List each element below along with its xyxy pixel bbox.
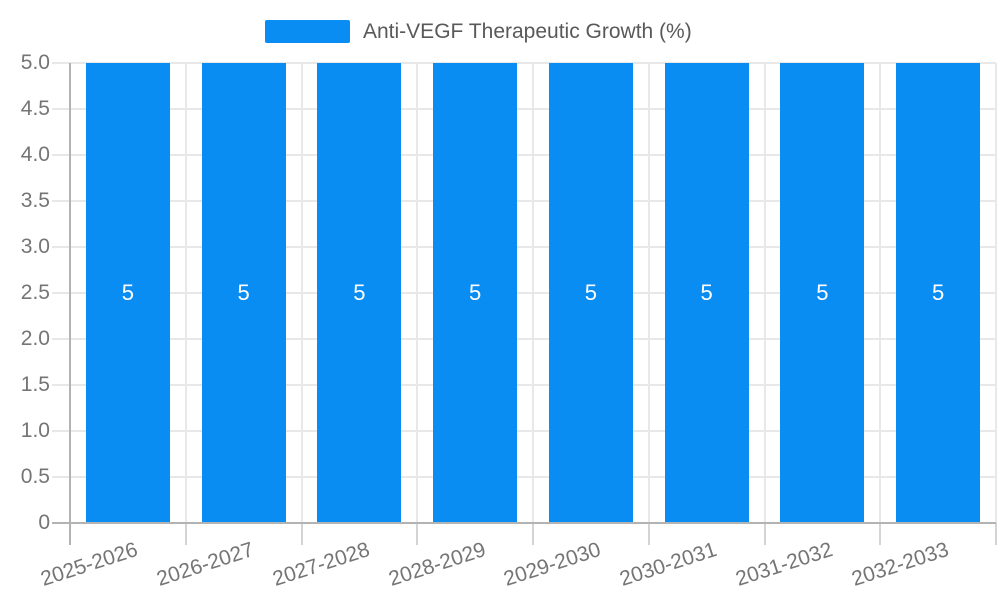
x-gridline	[763, 63, 766, 523]
x-axis-tick	[300, 523, 303, 545]
y-axis-tick-label: 3.5	[20, 189, 50, 212]
y-gridline	[52, 108, 996, 110]
bar[interactable]	[896, 63, 981, 523]
x-gridline	[184, 63, 187, 523]
bar[interactable]	[780, 63, 865, 523]
y-axis-tick-label: 0.5	[20, 465, 50, 488]
x-axis-tick	[995, 523, 997, 545]
y-axis-tick-label: 2.5	[20, 281, 50, 304]
x-axis-tick	[647, 523, 650, 545]
bar-value-label: 5	[816, 280, 829, 305]
bar[interactable]	[85, 63, 170, 523]
bar[interactable]	[433, 63, 518, 523]
y-gridline	[52, 476, 996, 478]
x-gridline	[647, 63, 650, 523]
y-axis-tick-label: 1.5	[20, 373, 50, 396]
y-axis-tick-label: 3.0	[20, 235, 50, 258]
legend-swatch-icon	[265, 20, 350, 43]
y-gridline	[52, 430, 996, 432]
bar-value-label: 5	[237, 280, 250, 305]
bar-value-label: 5	[932, 280, 945, 305]
y-gridline	[52, 246, 996, 248]
x-axis-tick	[184, 523, 187, 545]
x-axis-line	[52, 522, 996, 524]
x-axis-tick-label: 2032-2033	[848, 538, 952, 591]
x-gridline	[879, 63, 882, 523]
y-gridline	[52, 200, 996, 202]
x-axis-tick-label: 2031-2032	[732, 538, 836, 591]
y-gridline	[52, 154, 996, 156]
x-gridline	[532, 63, 534, 523]
x-gridline	[995, 63, 997, 523]
bar-value-label: 5	[700, 280, 713, 305]
y-axis-tick-label: 2.0	[20, 327, 50, 350]
bar[interactable]	[548, 63, 633, 523]
x-axis-tick	[763, 523, 766, 545]
x-gridline	[300, 63, 303, 523]
x-axis-tick	[532, 523, 534, 545]
legend-item[interactable]: Anti-VEGF Therapeutic Growth (%)	[265, 20, 692, 43]
x-gridline	[416, 63, 419, 523]
x-axis-tick-label: 2028-2029	[385, 538, 489, 591]
bar-value-label: 5	[121, 280, 134, 305]
bar[interactable]	[317, 63, 402, 523]
y-axis-tick-label: 0	[38, 511, 50, 534]
bar-value-label: 5	[469, 280, 482, 305]
y-axis-tick-label: 4.5	[20, 97, 50, 120]
bar[interactable]	[201, 63, 286, 523]
y-axis-tick-label: 1.0	[20, 419, 50, 442]
y-axis-tick-label: 4.0	[20, 143, 50, 166]
bar[interactable]	[664, 63, 749, 523]
x-axis-tick-label: 2029-2030	[501, 538, 604, 591]
y-axis-tick-label: 5.0	[20, 51, 50, 74]
x-axis-tick-label: 2030-2031	[617, 538, 720, 591]
bar-value-label: 5	[353, 280, 366, 305]
x-axis-tick	[879, 523, 882, 545]
x-axis-tick-label: 2026-2027	[154, 538, 257, 591]
y-gridline	[52, 384, 996, 386]
x-axis-tick	[416, 523, 419, 545]
y-axis-line	[69, 63, 71, 545]
y-gridline	[52, 338, 996, 340]
x-axis-tick-label: 2027-2028	[269, 538, 373, 591]
legend-label: Anti-VEGF Therapeutic Growth (%)	[363, 20, 692, 43]
x-axis-tick-label: 2025-2026	[38, 538, 141, 591]
y-gridline	[52, 292, 996, 294]
bar-value-label: 5	[584, 280, 597, 305]
y-gridline	[52, 62, 996, 64]
